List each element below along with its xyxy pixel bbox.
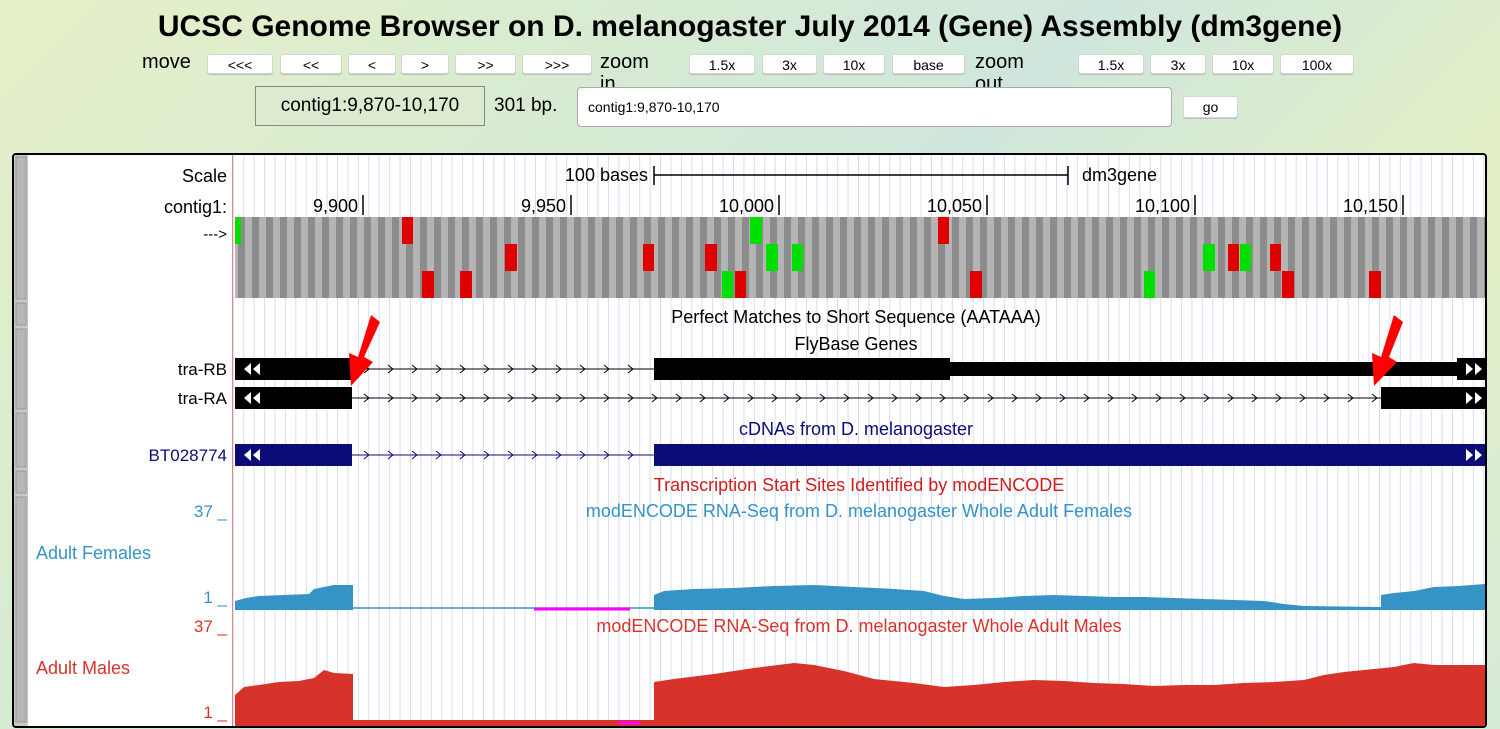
go-button[interactable]: go <box>1183 96 1238 118</box>
females-min-label: 1 _ <box>203 588 227 607</box>
page-title: UCSC Genome Browser on D. melanogaster J… <box>157 10 1343 43</box>
males-coverage <box>235 663 1485 726</box>
cdna-BT028774[interactable]: BT028774 <box>149 444 1485 466</box>
zoom-out-100x-button[interactable]: 100x <box>1280 54 1354 74</box>
zoom-in-1-5x-button[interactable]: 1.5x <box>689 54 755 74</box>
position-display: contig1:9,870-10,170 <box>255 86 485 126</box>
annotation-arrow-right <box>1372 315 1403 386</box>
tick-label: 10,150 <box>1343 196 1398 216</box>
move-right-button[interactable]: > <box>401 54 449 74</box>
track-button-strip[interactable] <box>14 155 28 726</box>
annotation-arrow-left <box>349 315 380 386</box>
gene-tra-RA[interactable]: tra-RA <box>178 387 1485 409</box>
females-track-title: modENCODE RNA-Seq from D. melanogaster W… <box>586 501 1132 521</box>
aataaa-track-title: Perfect Matches to Short Sequence (AATAA… <box>671 307 1041 327</box>
move-left-button[interactable]: < <box>348 54 396 74</box>
flybase-track-title: FlyBase Genes <box>794 334 917 354</box>
chrom-label: contig1: <box>164 197 227 217</box>
genome-browser-image: Scale 100 bases dm3gene contig1: 9,900 9… <box>12 153 1487 728</box>
females-max-label: 37 _ <box>194 502 228 521</box>
females-coverage <box>235 584 1485 611</box>
tss-track-title: Transcription Start Sites Identified by … <box>654 475 1065 495</box>
move-right-far-button[interactable]: >>> <box>522 54 592 74</box>
gene-tra-RB[interactable]: tra-RB <box>178 358 1485 380</box>
males-min-label: 1 _ <box>203 703 227 722</box>
zoom-out-10x-button[interactable]: 10x <box>1212 54 1274 74</box>
tick-label: 10,050 <box>927 196 982 216</box>
move-left-far-button[interactable]: <<< <box>207 54 273 74</box>
males-max-label: 37 _ <box>194 617 228 636</box>
position-search-input[interactable] <box>577 87 1172 127</box>
move-label: move <box>142 51 191 73</box>
strand-arrow: ---> <box>203 226 227 243</box>
scale-bar-text: 100 bases <box>565 165 648 185</box>
scale-label: Scale <box>182 166 227 186</box>
tick-label: 9,950 <box>521 196 566 216</box>
males-track-title: modENCODE RNA-Seq from D. melanogaster W… <box>596 616 1121 636</box>
zoom-in-10x-button[interactable]: 10x <box>823 54 885 74</box>
tick-label: 9,900 <box>313 196 358 216</box>
zoom-out-1-5x-button[interactable]: 1.5x <box>1078 54 1144 74</box>
zoom-out-3x-button[interactable]: 3x <box>1150 54 1206 74</box>
region-size: 301 bp. <box>494 95 558 116</box>
move-left-mid-button[interactable]: << <box>280 54 342 74</box>
tick-label: 10,100 <box>1135 196 1190 216</box>
cdna-track-title: cDNAs from D. melanogaster <box>739 419 973 439</box>
gene-label-tra-RB: tra-RB <box>178 360 227 379</box>
scale-bar <box>653 166 1069 185</box>
assembly-label: dm3gene <box>1082 165 1157 185</box>
females-track-label: Adult Females <box>36 543 151 563</box>
tick-label: 10,000 <box>719 196 774 216</box>
males-track-label: Adult Males <box>36 658 130 678</box>
move-right-mid-button[interactable]: >> <box>455 54 516 74</box>
base-frames <box>235 217 1485 298</box>
zoom-base-button[interactable]: base <box>892 54 965 74</box>
cdna-label: BT028774 <box>149 446 227 465</box>
ruler: 9,900 9,950 10,000 10,050 10,100 10,150 <box>313 195 1404 216</box>
zoom-in-3x-button[interactable]: 3x <box>762 54 817 74</box>
gene-label-tra-RA: tra-RA <box>178 389 228 408</box>
